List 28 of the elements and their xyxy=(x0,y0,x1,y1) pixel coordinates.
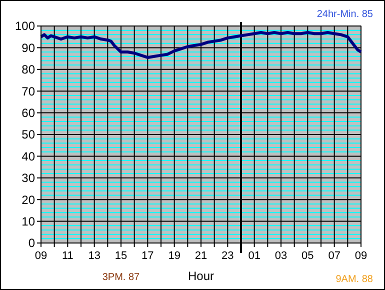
x-tick-label: 11 xyxy=(62,250,74,262)
x-tick-label: 17 xyxy=(142,250,154,262)
x-tick-label: 09 xyxy=(354,250,368,262)
y-tick-label: 30 xyxy=(22,171,36,186)
x-tick-label: 21 xyxy=(194,250,208,262)
text: 24hr-Min. 85 xyxy=(316,9,374,20)
x-tick-label: 13 xyxy=(88,250,100,262)
x-tick-label: 15 xyxy=(114,250,128,262)
x-tick-label: 19 xyxy=(168,250,180,262)
x-tick-label: 09 xyxy=(34,250,48,262)
y-tick-label: 70 xyxy=(22,84,36,98)
y-tick-label: 40 xyxy=(22,149,36,164)
y-tick-label: 0 xyxy=(28,236,36,250)
y-tick-label: 100 xyxy=(14,19,36,34)
x-tick-label: 07 xyxy=(328,250,340,262)
y-tick-label: 90 xyxy=(22,40,36,55)
x-tick-label: 03 xyxy=(274,250,288,262)
x-tick-label: 05 xyxy=(302,250,314,262)
y-tick-label: 50 xyxy=(22,128,36,142)
text: 3PM. 87 xyxy=(102,272,140,283)
y-tick-label: 20 xyxy=(22,192,36,207)
y-tick-label: 60 xyxy=(22,106,36,120)
text: 9AM. 88 xyxy=(336,274,374,285)
x-tick-label: 23 xyxy=(222,250,234,262)
y-tick-label: 10 xyxy=(22,214,36,228)
y-tick-label: 80 xyxy=(22,62,36,77)
x-axis-title: Hour xyxy=(188,269,214,283)
x-tick-label: 01 xyxy=(248,250,260,262)
